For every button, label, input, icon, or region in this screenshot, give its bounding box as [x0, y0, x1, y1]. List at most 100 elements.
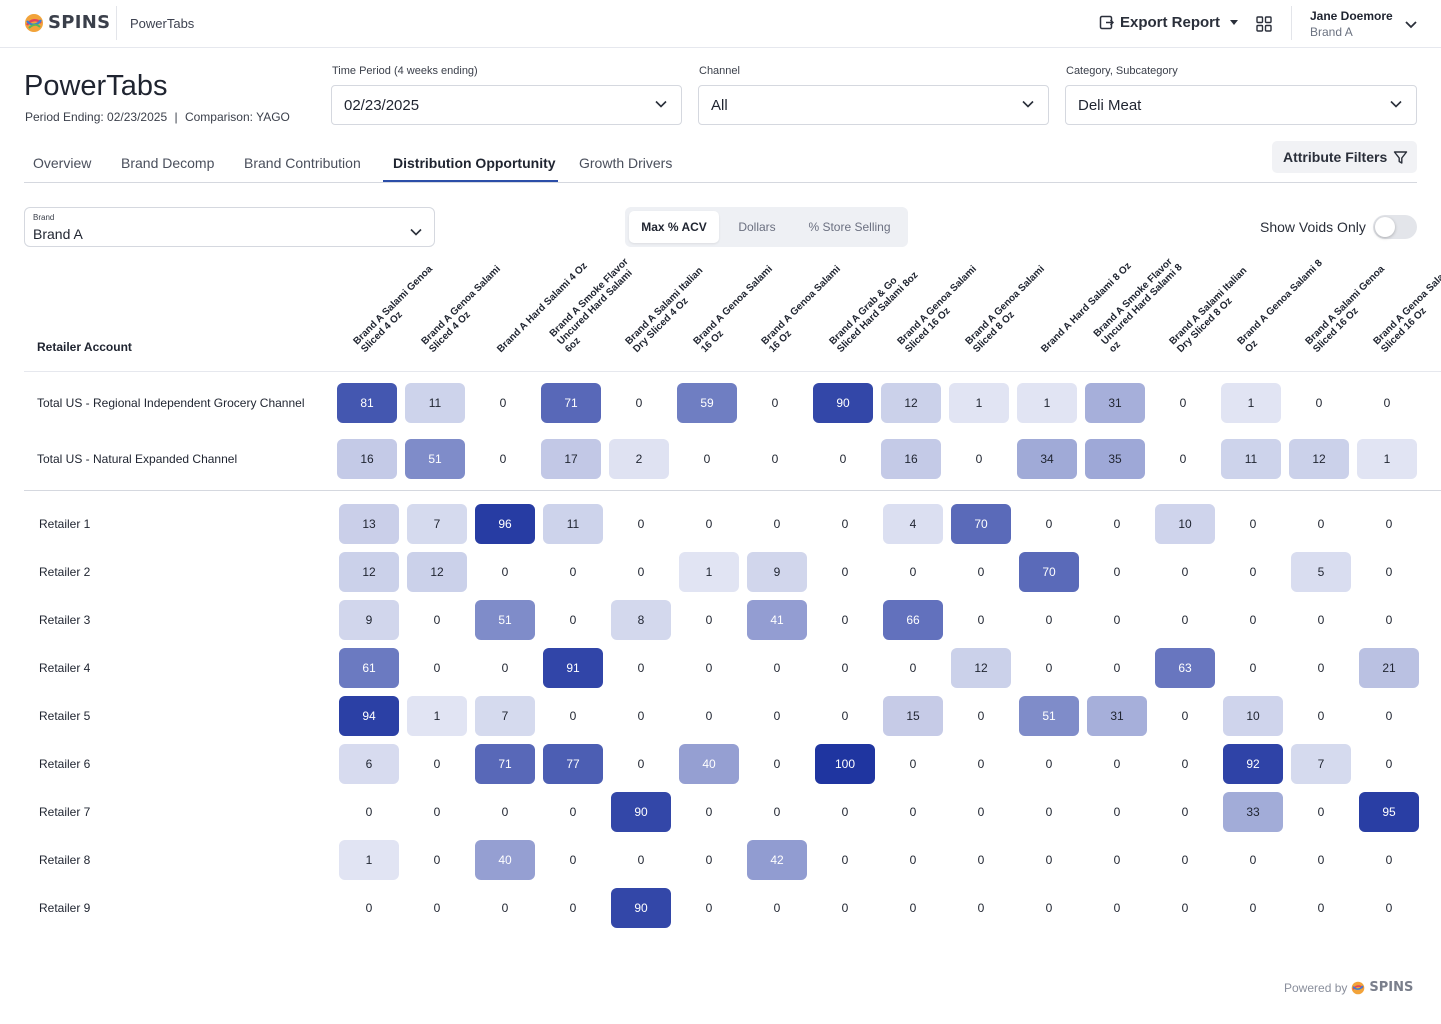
heatmap-cell[interactable]: 1 — [339, 840, 399, 880]
heatmap-cell[interactable]: 0 — [977, 805, 985, 819]
heatmap-cell[interactable]: 0 — [1045, 805, 1053, 819]
heatmap-cell[interactable]: 0 — [433, 805, 441, 819]
spins-logo[interactable]: SPINS — [24, 12, 110, 33]
heatmap-cell[interactable]: 70 — [951, 504, 1011, 544]
heatmap-cell[interactable]: 0 — [841, 565, 849, 579]
heatmap-cell[interactable]: 6 — [339, 744, 399, 784]
heatmap-cell[interactable]: 1 — [1017, 383, 1077, 423]
heatmap-cell[interactable]: 59 — [677, 383, 737, 423]
heatmap-cell[interactable]: 0 — [977, 709, 985, 723]
heatmap-cell[interactable]: 0 — [841, 613, 849, 627]
heatmap-cell[interactable]: 90 — [611, 888, 671, 928]
heatmap-cell[interactable]: 7 — [1291, 744, 1351, 784]
heatmap-cell[interactable]: 0 — [637, 757, 645, 771]
heatmap-cell[interactable]: 0 — [1249, 565, 1257, 579]
heatmap-cell[interactable]: 0 — [433, 661, 441, 675]
heatmap-cell[interactable]: 31 — [1085, 383, 1145, 423]
heatmap-cell[interactable]: 0 — [499, 452, 507, 466]
heatmap-cell[interactable]: 0 — [1317, 853, 1325, 867]
heatmap-cell[interactable]: 0 — [909, 853, 917, 867]
channel-select[interactable]: All — [698, 85, 1049, 125]
metric-store-selling[interactable]: % Store Selling — [808, 220, 891, 234]
heatmap-cell[interactable]: 0 — [705, 805, 713, 819]
tab-brand-contribution[interactable]: Brand Contribution — [244, 155, 361, 171]
heatmap-cell[interactable]: 70 — [1019, 552, 1079, 592]
heatmap-cell[interactable]: 12 — [407, 552, 467, 592]
heatmap-cell[interactable]: 0 — [773, 517, 781, 531]
heatmap-cell[interactable]: 15 — [883, 696, 943, 736]
heatmap-cell[interactable]: 11 — [1221, 439, 1281, 479]
heatmap-cell[interactable]: 0 — [773, 757, 781, 771]
heatmap-cell[interactable]: 10 — [1223, 696, 1283, 736]
heatmap-cell[interactable]: 8 — [611, 600, 671, 640]
heatmap-cell[interactable]: 11 — [543, 504, 603, 544]
heatmap-cell[interactable]: 0 — [637, 565, 645, 579]
heatmap-cell[interactable]: 0 — [1045, 613, 1053, 627]
heatmap-cell[interactable]: 0 — [569, 709, 577, 723]
heatmap-cell[interactable]: 1 — [679, 552, 739, 592]
heatmap-cell[interactable]: 12 — [881, 383, 941, 423]
heatmap-cell[interactable]: 16 — [337, 439, 397, 479]
export-report-button[interactable]: Export Report — [1099, 14, 1239, 31]
heatmap-cell[interactable]: 0 — [501, 805, 509, 819]
heatmap-cell[interactable]: 0 — [977, 853, 985, 867]
heatmap-cell[interactable]: 0 — [705, 853, 713, 867]
heatmap-cell[interactable]: 9 — [339, 600, 399, 640]
heatmap-cell[interactable]: 0 — [977, 565, 985, 579]
heatmap-cell[interactable]: 40 — [475, 840, 535, 880]
heatmap-cell[interactable]: 0 — [975, 452, 983, 466]
heatmap-cell[interactable]: 31 — [1087, 696, 1147, 736]
heatmap-cell[interactable]: 0 — [365, 805, 373, 819]
heatmap-cell[interactable]: 51 — [475, 600, 535, 640]
heatmap-cell[interactable]: 0 — [977, 757, 985, 771]
heatmap-cell[interactable]: 40 — [679, 744, 739, 784]
heatmap-cell[interactable]: 0 — [569, 805, 577, 819]
heatmap-cell[interactable]: 17 — [541, 439, 601, 479]
heatmap-cell[interactable]: 0 — [1179, 396, 1187, 410]
heatmap-cell[interactable]: 0 — [977, 613, 985, 627]
heatmap-cell[interactable]: 34 — [1017, 439, 1077, 479]
metric-max-acv[interactable]: Max % ACV — [629, 211, 719, 243]
heatmap-cell[interactable]: 91 — [543, 648, 603, 688]
heatmap-cell[interactable]: 51 — [405, 439, 465, 479]
tab-growth-drivers[interactable]: Growth Drivers — [579, 155, 673, 171]
heatmap-cell[interactable]: 0 — [1383, 396, 1391, 410]
heatmap-cell[interactable]: 100 — [815, 744, 875, 784]
heatmap-cell[interactable]: 0 — [841, 661, 849, 675]
heatmap-cell[interactable]: 5 — [1291, 552, 1351, 592]
heatmap-cell[interactable]: 0 — [909, 565, 917, 579]
attribute-filters-button[interactable]: Attribute Filters — [1272, 141, 1417, 173]
heatmap-cell[interactable]: 0 — [705, 661, 713, 675]
heatmap-cell[interactable]: 16 — [881, 439, 941, 479]
heatmap-cell[interactable]: 7 — [407, 504, 467, 544]
heatmap-cell[interactable]: 0 — [1113, 613, 1121, 627]
heatmap-cell[interactable]: 0 — [569, 853, 577, 867]
show-voids-toggle[interactable] — [1373, 215, 1417, 239]
heatmap-cell[interactable]: 0 — [1181, 565, 1189, 579]
heatmap-cell[interactable]: 0 — [1249, 853, 1257, 867]
heatmap-cell[interactable]: 0 — [1045, 517, 1053, 531]
heatmap-cell[interactable]: 51 — [1019, 696, 1079, 736]
heatmap-cell[interactable]: 0 — [909, 805, 917, 819]
heatmap-cell[interactable]: 0 — [1317, 709, 1325, 723]
heatmap-cell[interactable]: 0 — [637, 517, 645, 531]
time-period-select[interactable]: 02/23/2025 — [331, 85, 682, 125]
heatmap-cell[interactable]: 0 — [433, 853, 441, 867]
heatmap-cell[interactable]: 92 — [1223, 744, 1283, 784]
heatmap-cell[interactable]: 0 — [703, 452, 711, 466]
heatmap-cell[interactable]: 0 — [841, 709, 849, 723]
heatmap-cell[interactable]: 0 — [501, 565, 509, 579]
heatmap-cell[interactable]: 95 — [1359, 792, 1419, 832]
heatmap-cell[interactable]: 66 — [883, 600, 943, 640]
heatmap-cell[interactable]: 0 — [1385, 709, 1393, 723]
heatmap-cell[interactable]: 0 — [705, 901, 713, 915]
heatmap-cell[interactable]: 0 — [1317, 613, 1325, 627]
heatmap-cell[interactable]: 0 — [841, 517, 849, 531]
heatmap-cell[interactable]: 96 — [475, 504, 535, 544]
heatmap-cell[interactable]: 21 — [1359, 648, 1419, 688]
heatmap-cell[interactable]: 0 — [433, 613, 441, 627]
heatmap-cell[interactable]: 0 — [841, 805, 849, 819]
heatmap-cell[interactable]: 0 — [433, 757, 441, 771]
heatmap-cell[interactable]: 35 — [1085, 439, 1145, 479]
heatmap-cell[interactable]: 0 — [841, 853, 849, 867]
